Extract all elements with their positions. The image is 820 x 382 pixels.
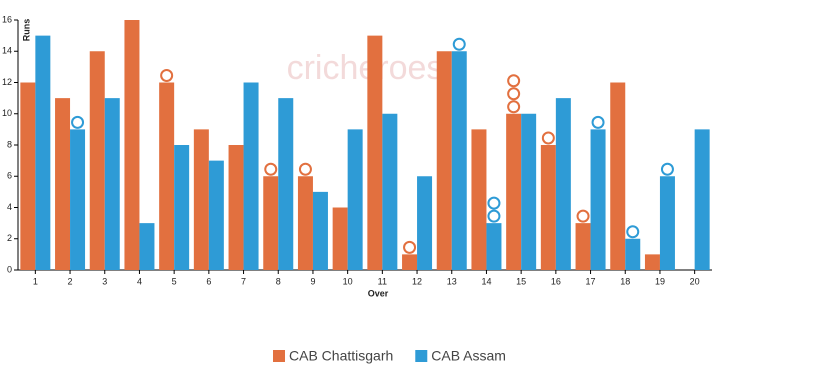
bar bbox=[104, 98, 120, 270]
wicket-marker bbox=[264, 162, 278, 176]
y-tick-label: 10 bbox=[2, 108, 12, 118]
y-tick-label: 0 bbox=[7, 264, 12, 274]
bar bbox=[644, 254, 660, 270]
x-tick-label: 12 bbox=[412, 276, 422, 286]
wicket-marker bbox=[507, 100, 521, 114]
bar bbox=[243, 82, 259, 270]
bar bbox=[486, 223, 502, 270]
bar bbox=[332, 207, 348, 270]
x-tick-label: 11 bbox=[378, 276, 387, 286]
legend-swatch bbox=[273, 350, 285, 362]
legend-swatch bbox=[415, 350, 428, 362]
x-tick-label: 6 bbox=[206, 276, 211, 286]
wicket-marker bbox=[541, 131, 555, 145]
bar bbox=[367, 35, 383, 270]
bar bbox=[124, 20, 140, 270]
x-tick-label: 16 bbox=[551, 276, 561, 286]
wicket-marker bbox=[487, 196, 501, 210]
bar bbox=[159, 82, 175, 270]
x-tick-label: 7 bbox=[241, 276, 246, 286]
bar bbox=[193, 129, 209, 270]
x-tick-label: 18 bbox=[620, 276, 630, 286]
bar bbox=[228, 145, 244, 270]
x-tick-label: 2 bbox=[68, 276, 73, 286]
bar bbox=[659, 176, 675, 270]
wicket-marker bbox=[576, 209, 590, 223]
bar bbox=[70, 129, 86, 270]
x-tick-label: 15 bbox=[516, 276, 526, 286]
wicket-marker bbox=[403, 240, 417, 254]
wicket-marker bbox=[452, 37, 466, 51]
bar bbox=[471, 129, 487, 270]
y-tick-label: 8 bbox=[7, 139, 12, 149]
wicket-marker bbox=[660, 162, 674, 176]
bar bbox=[89, 51, 105, 270]
legend-label[interactable]: CAB Assam bbox=[431, 348, 506, 364]
legend-label[interactable]: CAB Chattisgarh bbox=[289, 348, 393, 364]
bar bbox=[694, 129, 710, 270]
y-tick-label: 16 bbox=[2, 14, 12, 24]
bar bbox=[347, 129, 363, 270]
x-tick-label: 14 bbox=[481, 276, 491, 286]
bar bbox=[555, 98, 571, 270]
bar bbox=[20, 82, 36, 270]
bar bbox=[139, 223, 155, 270]
bar bbox=[382, 113, 398, 270]
bar bbox=[312, 191, 328, 270]
x-tick-label: 5 bbox=[172, 276, 177, 286]
x-tick-label: 13 bbox=[447, 276, 457, 286]
bar bbox=[263, 176, 279, 270]
bar bbox=[174, 145, 190, 270]
y-tick-label: 4 bbox=[7, 202, 12, 212]
x-tick-label: 10 bbox=[343, 276, 353, 286]
x-tick-label: 3 bbox=[102, 276, 107, 286]
x-tick-label: 8 bbox=[276, 276, 281, 286]
bar bbox=[451, 51, 467, 270]
y-tick-label: 6 bbox=[7, 171, 12, 181]
wicket-marker bbox=[160, 69, 174, 82]
bar bbox=[590, 129, 606, 270]
wicket-marker bbox=[507, 87, 521, 101]
y-tick-label: 14 bbox=[2, 46, 12, 56]
bar bbox=[35, 35, 51, 270]
wicket-marker bbox=[71, 115, 85, 129]
wicket-marker bbox=[626, 225, 640, 239]
bar bbox=[297, 176, 313, 270]
wicket-marker bbox=[507, 74, 521, 88]
x-axis-title: Over bbox=[368, 288, 389, 298]
bar bbox=[402, 254, 418, 270]
bar bbox=[417, 176, 433, 270]
x-tick-label: 17 bbox=[586, 276, 596, 286]
bar bbox=[278, 98, 294, 270]
watermark: cricheroes bbox=[287, 49, 444, 87]
bar bbox=[436, 51, 452, 270]
bar bbox=[506, 113, 522, 270]
bar bbox=[540, 145, 556, 270]
bar bbox=[575, 223, 591, 270]
x-tick-label: 4 bbox=[137, 276, 142, 286]
wicket-marker bbox=[298, 162, 312, 176]
x-tick-label: 1 bbox=[33, 276, 38, 286]
y-axis-title: Runs bbox=[21, 19, 31, 42]
bar bbox=[610, 82, 626, 270]
bar bbox=[521, 113, 537, 270]
bar bbox=[625, 238, 641, 270]
y-tick-label: 2 bbox=[7, 233, 12, 243]
x-tick-label: 19 bbox=[655, 276, 665, 286]
x-tick-label: 9 bbox=[310, 276, 315, 286]
bar bbox=[55, 98, 71, 270]
wicket-marker bbox=[487, 209, 501, 223]
y-tick-label: 12 bbox=[2, 77, 12, 87]
bar bbox=[208, 160, 224, 270]
wicket-marker bbox=[591, 115, 605, 129]
x-tick-label: 20 bbox=[690, 276, 700, 286]
